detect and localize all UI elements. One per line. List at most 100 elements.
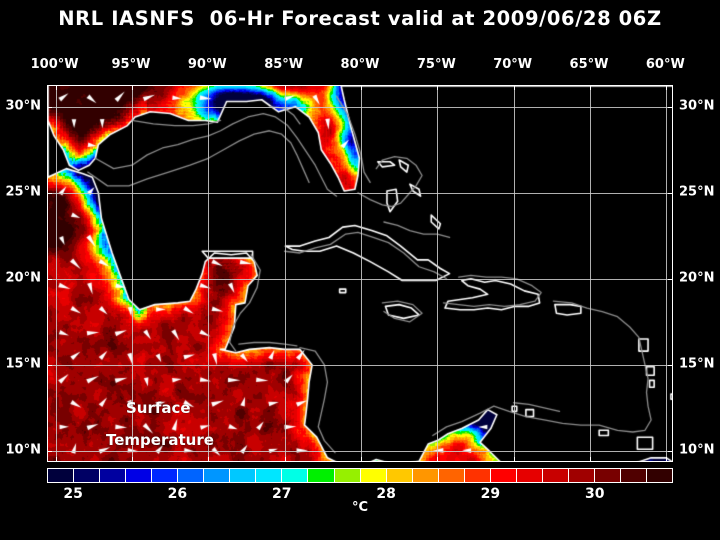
tick-lon-b-3 [285,457,286,461]
gridline-lon-2 [208,86,209,461]
tick-lat-l-1 [48,193,52,194]
tick-lon-b-5 [437,457,438,461]
tick-lon-b-1 [132,457,133,461]
colorbar-block-20 [568,469,595,482]
gridline-lat-2 [48,279,672,280]
colorbar-block-15 [438,469,465,482]
tick-lon-t-1 [132,86,133,90]
tick-lat-r-1 [668,193,672,194]
colorbar-block-23 [647,469,673,482]
colorbar-block-16 [464,469,491,482]
colorbar-block-13 [386,469,413,482]
gridline-lon-5 [437,86,438,461]
colorbar-block-12 [360,469,387,482]
tick-lon-b-7 [590,457,591,461]
tick-lon-b-4 [361,457,362,461]
gridline-lon-7 [590,86,591,461]
lon-tick-label-7: 65°W [569,57,609,72]
tick-lat-l-2 [48,279,52,280]
gridline-lon-0 [56,86,57,461]
tick-lon-t-8 [666,86,667,90]
colorbar-block-6 [204,469,231,482]
colorbar-tick-label-4: 29 [480,486,501,502]
tick-lat-r-4 [668,451,672,452]
colorbar-block-4 [152,469,179,482]
tick-lat-r-0 [668,107,672,108]
lat-tick-label-left-0: 30°N [5,98,41,114]
gridline-lat-0 [48,107,672,108]
tick-lon-t-3 [285,86,286,90]
colorbar-block-19 [542,469,569,482]
colorbar-block-11 [334,469,361,482]
colorbar-block-3 [126,469,153,482]
tick-lon-b-0 [56,457,57,461]
tick-lon-t-2 [208,86,209,90]
tick-lon-t-7 [590,86,591,90]
colorbar-block-9 [282,469,309,482]
gridline-lon-8 [666,86,667,461]
colorbar-tick-label-1: 26 [167,486,188,502]
lon-tick-label-0: 100°W [30,57,79,72]
tick-lat-l-4 [48,451,52,452]
lon-tick-label-4: 80°W [340,57,380,72]
lon-tick-label-8: 60°W [645,57,685,72]
lat-tick-label-left-2: 20°N [5,270,41,286]
lon-tick-label-2: 90°W [187,57,227,72]
lat-tick-label-left-4: 10°N [5,442,41,458]
lon-tick-label-6: 70°W [493,57,533,72]
lat-tick-label-right-4: 10°N [679,442,715,458]
lat-tick-label-left-3: 15°N [5,356,41,372]
gridline-lat-1 [48,193,672,194]
colorbar-block-0 [48,469,75,482]
colorbar-tick-label-5: 30 [585,486,605,502]
colorbar-block-18 [516,469,543,482]
colorbar-block-5 [178,469,205,482]
lat-tick-label-right-1: 25°N [679,184,715,200]
colorbar-block-14 [412,469,439,482]
colorbar-block-8 [256,469,283,482]
annotation-line-2: Temperature [106,431,214,449]
tick-lat-l-0 [48,107,52,108]
tick-lon-b-2 [208,457,209,461]
tick-lon-t-0 [56,86,57,90]
colorbar-unit-label: °C [351,500,369,515]
gridline-lon-4 [361,86,362,461]
sst-canvas [48,86,672,461]
tick-lon-t-6 [514,86,515,90]
colorbar-block-21 [594,469,622,482]
lat-tick-label-right-2: 20°N [679,270,715,286]
annotation-line-1: Surface [126,399,191,417]
gridline-lon-3 [285,86,286,461]
tick-lon-t-4 [361,86,362,90]
colorbar-tick-label-0: 25 [63,486,83,502]
lat-tick-label-right-3: 15°N [679,356,715,372]
tick-lat-l-3 [48,365,52,366]
tick-lon-b-6 [514,457,515,461]
colorbar-block-2 [100,469,127,482]
gridline-lon-1 [132,86,133,461]
sst-heatmap-field [48,86,672,461]
colorbar-tick-label-3: 28 [376,486,396,502]
tick-lon-t-5 [437,86,438,90]
map-plot-area[interactable]: Surface Temperature [47,85,673,462]
lon-tick-label-3: 85°W [264,57,304,72]
colorbar-block-17 [490,469,517,482]
gridline-lon-6 [514,86,515,461]
lat-tick-label-left-1: 25°N [5,184,41,200]
lat-tick-label-right-0: 30°N [679,98,715,114]
colorbar-block-7 [230,469,257,482]
tick-lat-r-3 [668,365,672,366]
colorbar-block-1 [74,469,101,482]
colorbar-tick-label-2: 27 [272,486,292,502]
lon-tick-label-1: 95°W [111,57,151,72]
colorbar[interactable] [47,468,673,483]
gridline-lat-3 [48,365,672,366]
tick-lat-r-2 [668,279,672,280]
colorbar-block-22 [621,469,648,482]
tick-lon-b-8 [666,457,667,461]
gridline-lat-4 [48,451,672,452]
colorbar-block-10 [308,469,335,482]
lon-tick-label-5: 75°W [416,57,456,72]
page-title: NRL IASNFS 06-Hr Forecast valid at 2009/… [58,7,662,30]
